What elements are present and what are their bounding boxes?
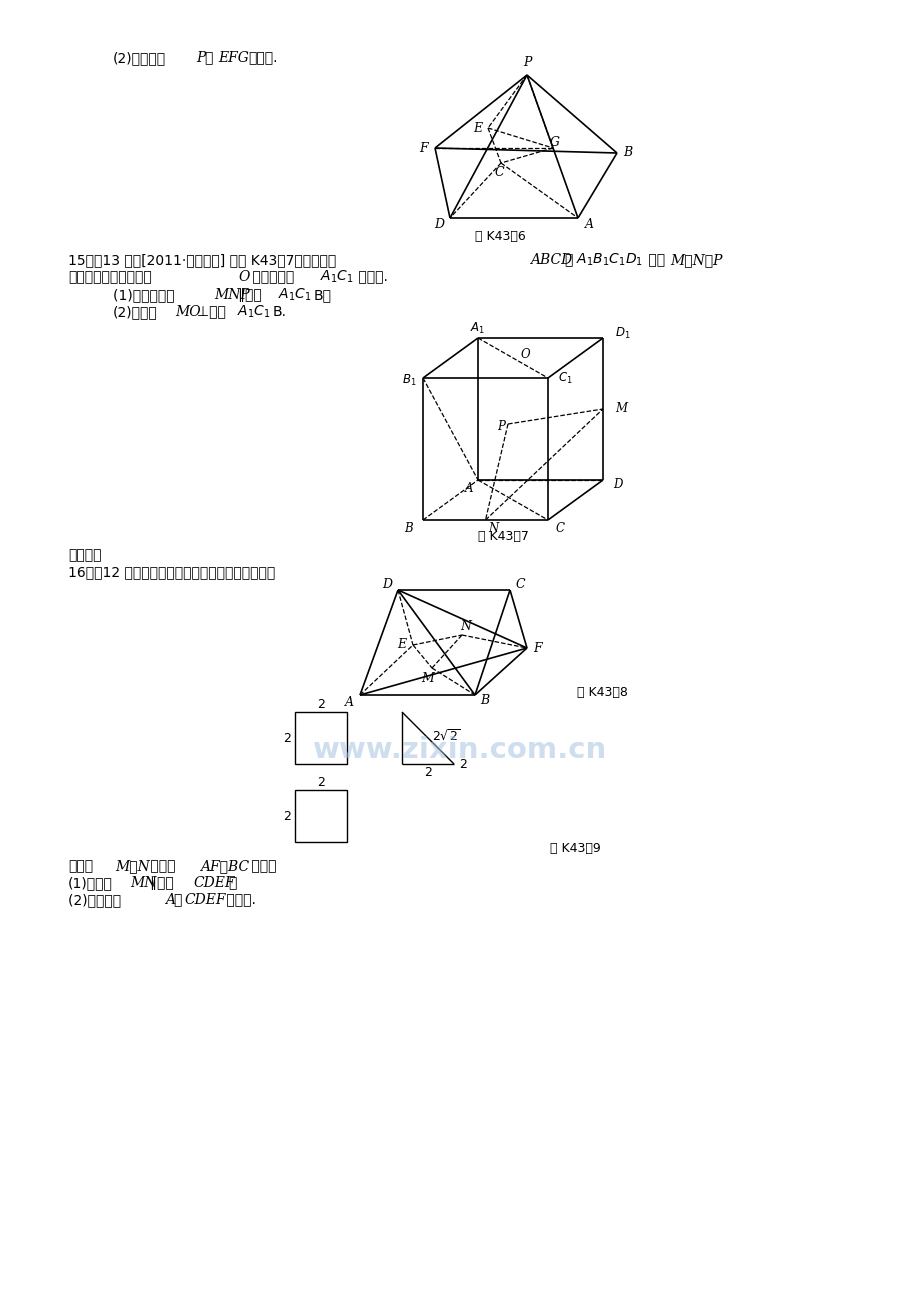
Text: P: P bbox=[196, 51, 205, 65]
Text: ABCD: ABCD bbox=[529, 253, 572, 267]
Text: 2: 2 bbox=[424, 767, 431, 780]
Text: 15．（13 分）[2011·济南三调] 如图 K43－7，在正方体: 15．（13 分）[2011·济南三调] 如图 K43－7，在正方体 bbox=[68, 253, 335, 267]
Text: CDEF: CDEF bbox=[193, 876, 234, 891]
Text: 中，: 中， bbox=[643, 253, 664, 267]
Text: 图 K43－7: 图 K43－7 bbox=[477, 530, 528, 543]
Text: C: C bbox=[494, 167, 504, 180]
Text: M: M bbox=[421, 672, 434, 685]
Text: F: F bbox=[419, 142, 428, 155]
Text: 中点）: 中点） bbox=[246, 859, 277, 874]
Text: B: B bbox=[623, 147, 632, 160]
Text: 2: 2 bbox=[283, 732, 290, 745]
Text: EFG: EFG bbox=[218, 51, 249, 65]
Text: $A_1C_1$: $A_1C_1$ bbox=[278, 286, 312, 303]
Text: －: － bbox=[204, 51, 212, 65]
Text: D: D bbox=[434, 219, 444, 232]
Text: A: A bbox=[344, 695, 353, 708]
Bar bbox=[295, 790, 346, 842]
Text: ；: ； bbox=[228, 876, 236, 891]
Text: (1)求证：: (1)求证： bbox=[68, 876, 113, 891]
Text: P: P bbox=[496, 419, 505, 432]
Text: ⊥平面: ⊥平面 bbox=[197, 305, 230, 319]
Text: O: O bbox=[238, 270, 249, 284]
Text: MO: MO bbox=[175, 305, 200, 319]
Text: $2\sqrt{2}$: $2\sqrt{2}$ bbox=[431, 728, 460, 743]
Text: MNP: MNP bbox=[214, 288, 249, 302]
Text: D: D bbox=[612, 479, 621, 491]
Text: －: － bbox=[563, 253, 572, 267]
Text: 16．（12 分）一个多面体的直观图和三视图如下：: 16．（12 分）一个多面体的直观图和三视图如下： bbox=[68, 565, 275, 579]
Text: 的体积.: 的体积. bbox=[221, 893, 255, 907]
Text: $D_1$: $D_1$ bbox=[614, 326, 630, 341]
Text: $C_1$: $C_1$ bbox=[558, 371, 572, 385]
Text: D: D bbox=[381, 578, 391, 591]
Text: 2: 2 bbox=[317, 698, 324, 711]
Text: －: － bbox=[173, 893, 181, 907]
Text: 图 K43－6: 图 K43－6 bbox=[474, 230, 525, 243]
Text: 为面对角线: 为面对角线 bbox=[248, 270, 299, 284]
Text: (2)求证：: (2)求证： bbox=[113, 305, 157, 319]
Text: ∥平面: ∥平面 bbox=[150, 876, 178, 891]
Text: 图 K43－8: 图 K43－8 bbox=[576, 685, 627, 698]
Text: AF、BC: AF、BC bbox=[199, 859, 249, 874]
Text: B: B bbox=[480, 694, 489, 707]
Text: B.: B. bbox=[273, 305, 287, 319]
Text: 图 K43－9: 图 K43－9 bbox=[550, 841, 600, 854]
Text: (2)求三棱锥: (2)求三棱锥 bbox=[113, 51, 166, 65]
Text: C: C bbox=[555, 522, 564, 535]
Text: $B_1$: $B_1$ bbox=[402, 372, 415, 388]
Text: M、N: M、N bbox=[115, 859, 150, 874]
Text: (1)求证：平面: (1)求证：平面 bbox=[113, 288, 179, 302]
Text: ∥平面: ∥平面 bbox=[238, 288, 266, 302]
Text: F: F bbox=[533, 642, 541, 655]
Text: G: G bbox=[550, 135, 560, 148]
Text: 2: 2 bbox=[317, 776, 324, 789]
Text: O: O bbox=[520, 349, 530, 362]
Text: MN: MN bbox=[130, 876, 156, 891]
Text: B；: B； bbox=[313, 288, 332, 302]
Bar bbox=[295, 712, 346, 764]
Text: M: M bbox=[614, 402, 627, 415]
Text: A: A bbox=[464, 483, 472, 496]
Text: 难点突破: 难点突破 bbox=[68, 548, 101, 562]
Text: 的中点.: 的中点. bbox=[354, 270, 388, 284]
Text: E: E bbox=[397, 638, 406, 651]
Text: $A_1$: $A_1$ bbox=[470, 320, 485, 336]
Text: 分别为所在边的中点，: 分别为所在边的中点， bbox=[68, 270, 152, 284]
Text: $A_1C_1$: $A_1C_1$ bbox=[320, 268, 354, 285]
Text: E: E bbox=[473, 121, 482, 134]
Text: A: A bbox=[584, 219, 593, 232]
Text: (2)求多面体: (2)求多面体 bbox=[68, 893, 125, 907]
Text: N: N bbox=[488, 522, 498, 535]
Text: 2: 2 bbox=[459, 758, 467, 771]
Text: 分别是: 分别是 bbox=[146, 859, 180, 874]
Text: $A_1C_1$: $A_1C_1$ bbox=[237, 303, 270, 320]
Text: P: P bbox=[522, 56, 530, 69]
Text: $A_1B_1C_1D_1$: $A_1B_1C_1D_1$ bbox=[575, 251, 642, 268]
Text: B: B bbox=[404, 522, 413, 535]
Text: N: N bbox=[460, 621, 471, 634]
Text: 的体积.: 的体积. bbox=[248, 51, 278, 65]
Text: CDEF: CDEF bbox=[184, 893, 225, 907]
Text: 2: 2 bbox=[283, 810, 290, 823]
Text: C: C bbox=[515, 578, 524, 591]
Text: （其中: （其中 bbox=[68, 859, 93, 874]
Text: www.zixin.com.cn: www.zixin.com.cn bbox=[312, 736, 607, 764]
Text: M、N、P: M、N、P bbox=[669, 253, 721, 267]
Text: A: A bbox=[165, 893, 175, 907]
